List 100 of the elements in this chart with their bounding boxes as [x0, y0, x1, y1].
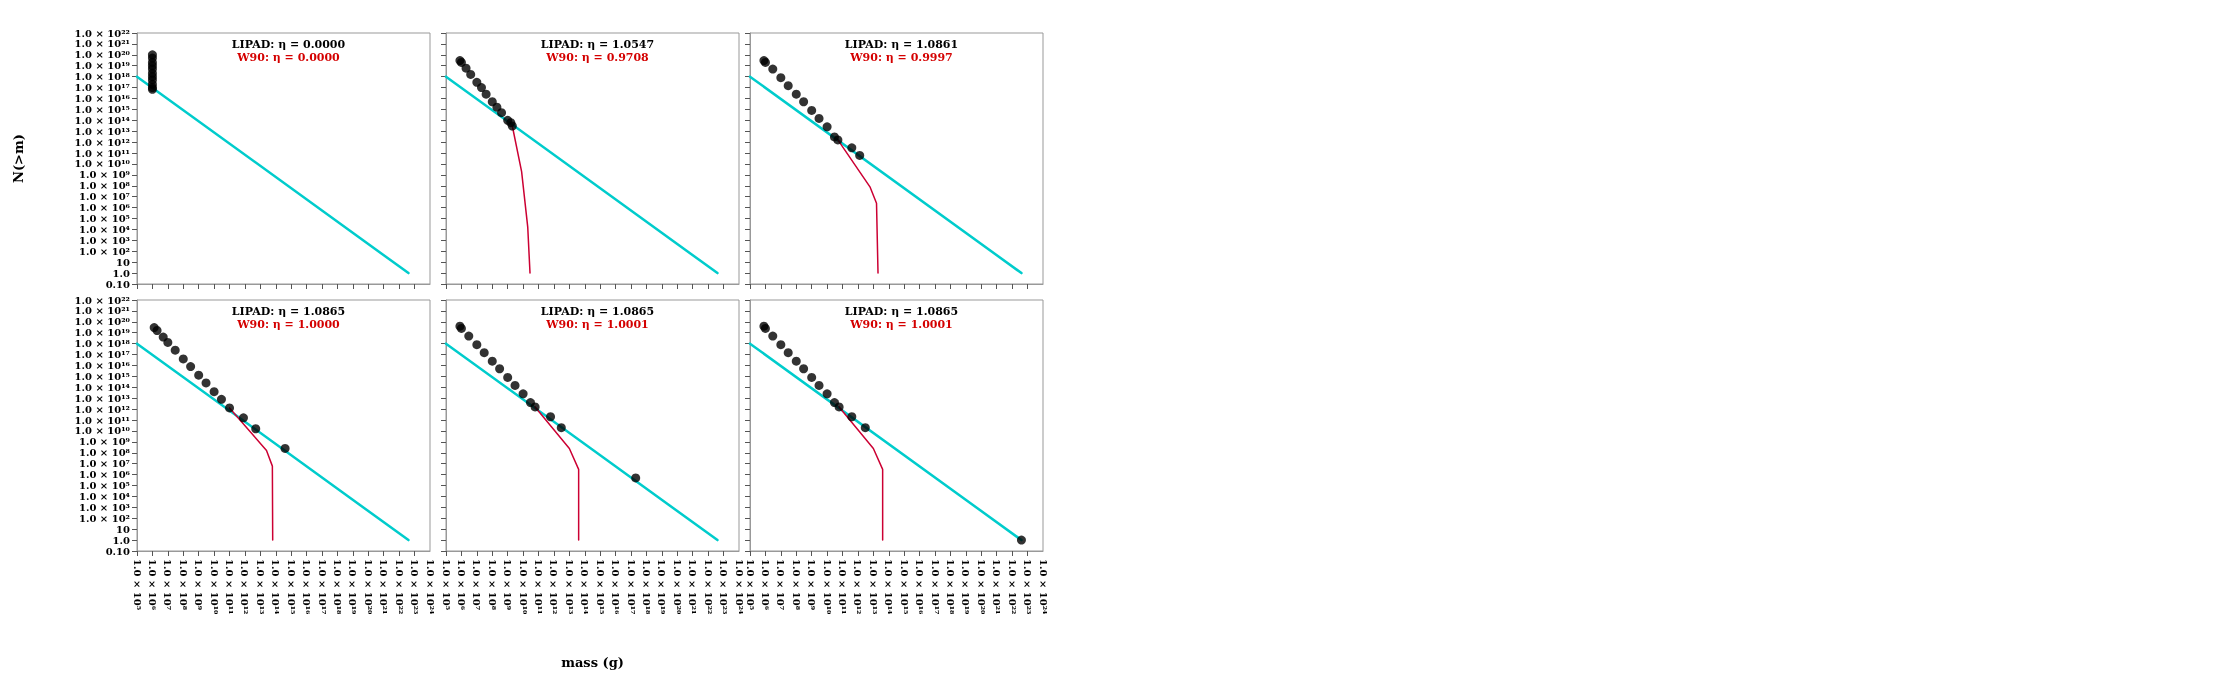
x-tick-label: 1.0 × 10¹⁷ — [929, 559, 941, 615]
x-tick-label: 1.0 × 10¹⁹ — [656, 559, 668, 615]
x-tick-label: 1.0 × 10²⁰ — [362, 559, 374, 616]
y-tick-label: 1.0 × 10² — [78, 245, 130, 257]
x-tick-label: 1.0 × 10²² — [393, 559, 405, 615]
y-tick-label: 10 — [116, 256, 131, 268]
x-tick-label: 1.0 × 10¹⁵ — [594, 559, 606, 615]
y-tick-label: 1.0 × 10⁹ — [78, 436, 130, 448]
text: LIPAD: η = 1.0865 — [231, 305, 346, 318]
y-tick-label: 1.0 × 10²⁰ — [74, 316, 131, 328]
y-tick-label: 1.0 × 10⁶ — [78, 202, 131, 214]
y-tick-label: 1.0 × 10¹² — [74, 403, 130, 415]
y-tick-label: 1.0 × 10¹² — [74, 136, 130, 148]
text: LIPAD: η = 0.0000 — [231, 38, 346, 51]
x-tick-label: 1.0 × 10¹³ — [867, 559, 879, 615]
y-tick-label: 1.0 × 10¹⁴ — [74, 381, 131, 393]
x-tick-label: 1.0 × 10¹⁴ — [579, 559, 591, 616]
y-tick-label: 1.0 × 10¹⁷ — [74, 82, 130, 94]
y-tick-label: 1.0 × 10²² — [74, 27, 130, 39]
y-tick-label: 1.0 × 10¹⁰ — [74, 425, 131, 437]
y-tick-label: 1.0 × 10¹⁶ — [74, 92, 131, 104]
text: W90: η = 1.0001 — [545, 318, 649, 331]
x-tick-label: 1.0 × 10⁸ — [486, 559, 498, 611]
x-tick-label: 1.0 × 10¹⁸ — [640, 559, 652, 616]
x-tick-label: 1.0 × 10²⁴ — [1037, 559, 1049, 616]
x-tick-label: 1.0 × 10¹⁵ — [285, 559, 297, 615]
x-tick-label: 1.0 × 10¹⁶ — [914, 559, 926, 616]
y-tick-label: 1.0 × 10⁴ — [78, 490, 131, 502]
y-tick-label: 1.0 × 10¹⁴ — [74, 114, 131, 126]
y-tick-label: 1.0 × 10⁵ — [78, 480, 130, 492]
x-tick-label: 1.0 × 10²¹ — [991, 559, 1003, 615]
x-tick-label: 1.0 × 10⁹ — [502, 559, 514, 611]
x-tick-label: 1.0 × 10²¹ — [687, 559, 699, 615]
x-tick-label: 1.0 × 10²³ — [1022, 559, 1034, 615]
x-tick-label: 1.0 × 10¹⁵ — [898, 559, 910, 615]
x-tick-label: 1.0 × 10¹¹ — [533, 559, 545, 615]
x-tick-label: 1.0 × 10⁸ — [177, 559, 189, 611]
text: LIPAD: η = 1.0547 — [540, 38, 655, 51]
x-tick-label: 1.0 × 10²³ — [409, 559, 421, 615]
y-tick-label: 1.0 × 10⁸ — [78, 447, 131, 459]
x-tick-label: 1.0 × 10¹⁹ — [347, 559, 359, 615]
x-tick-label: 1.0 × 10¹⁸ — [944, 559, 956, 616]
y-tick-label: 1.0 × 10²⁰ — [74, 49, 131, 61]
x-tick-label: 1.0 × 10⁵ — [744, 559, 756, 611]
x-tick-label: 1.0 × 10¹⁷ — [316, 559, 328, 615]
y-tick-label: 1.0 — [112, 534, 131, 546]
y-tick-label: 1.0 × 10¹⁸ — [74, 338, 131, 350]
y-tick-label: 1.0 × 10¹¹ — [74, 147, 130, 159]
x-tick-label: 1.0 × 10¹⁰ — [517, 559, 529, 616]
x-tick-label: 1.0 × 10¹⁷ — [625, 559, 637, 615]
y-tick-label: 1.0 × 10² — [78, 512, 130, 524]
x-tick-label: 1.0 × 10¹¹ — [837, 559, 849, 615]
x-tick-label: 1.0 × 10¹⁸ — [331, 559, 343, 616]
x-tick-label: 1.0 × 10⁷ — [775, 559, 787, 611]
x-tick-label: 1.0 × 10¹² — [548, 559, 560, 615]
text: W90: η = 1.0000 — [236, 318, 341, 331]
x-tick-label: 1.0 × 10²¹ — [378, 559, 390, 615]
x-tick-label: 1.0 × 10⁸ — [790, 559, 802, 611]
y-tick-label: 1.0 × 10⁴ — [78, 223, 131, 235]
text: LIPAD: η = 1.0865 — [540, 305, 655, 318]
y-tick-label: 0.10 — [105, 278, 131, 290]
x-tick-label: 1.0 × 10¹⁰ — [821, 559, 833, 616]
x-tick-label: 1.0 × 10²⁰ — [975, 559, 987, 616]
y-tick-label: 1.0 × 10¹⁵ — [74, 103, 130, 115]
x-tick-label: 1.0 × 10⁹ — [806, 559, 818, 611]
y-tick-label: 1.0 × 10¹⁹ — [74, 60, 130, 72]
y-tick-label: 1.0 × 10⁷ — [78, 458, 130, 470]
y-tick-label: 1.0 × 10¹⁹ — [74, 327, 130, 339]
x-tick-label: 1.0 × 10¹³ — [563, 559, 575, 615]
y-tick-label: 1.0 × 10³ — [78, 234, 130, 246]
x-tick-label: 1.0 × 10¹⁰ — [208, 559, 220, 616]
y-tick-label: 1.0 × 10²² — [74, 294, 130, 306]
y-tick-label: 1.0 × 10⁵ — [78, 213, 130, 225]
text: W90: η = 1.0001 — [849, 318, 953, 331]
y-tick-label: 1.0 × 10¹⁵ — [74, 370, 130, 382]
x-tick-label: 1.0 × 10²² — [1006, 559, 1018, 615]
x-tick-label: 1.0 × 10¹⁶ — [610, 559, 622, 616]
x-tick-label: 1.0 × 10²³ — [718, 559, 730, 615]
x-tick-label: 1.0 × 10¹² — [239, 559, 251, 615]
y-tick-label: 1.0 × 10¹¹ — [74, 414, 130, 426]
text: W90: η = 0.9997 — [849, 51, 953, 64]
y-tick-label: 1.0 × 10⁸ — [78, 180, 131, 192]
x-tick-label: 1.0 × 10²⁰ — [671, 559, 683, 616]
x-tick-label: 1.0 × 10²⁴ — [424, 559, 436, 616]
x-axis-title: mass (g) — [561, 655, 624, 670]
text: W90: η = 0.0000 — [236, 51, 341, 64]
y-tick-label: 1.0 × 10⁶ — [78, 469, 131, 481]
y-tick-label: 1.0 × 10¹³ — [74, 392, 130, 404]
x-tick-label: 1.0 × 10⁹ — [193, 559, 205, 611]
x-tick-label: 1.0 × 10¹¹ — [224, 559, 236, 615]
y-tick-label: 1.0 × 10¹³ — [74, 125, 130, 137]
x-tick-label: 1.0 × 10¹⁶ — [301, 559, 313, 616]
x-tick-label: 1.0 × 10⁶ — [455, 559, 467, 611]
y-tick-label: 1.0 × 10⁷ — [78, 191, 130, 203]
y-axis-title: N(>m) — [11, 134, 26, 183]
x-tick-label: 1.0 × 10¹³ — [254, 559, 266, 615]
y-tick-label: 1.0 × 10¹⁷ — [74, 349, 130, 361]
text: LIPAD: η = 1.0861 — [844, 38, 959, 51]
x-tick-label: 1.0 × 10²² — [702, 559, 714, 615]
x-tick-label: 1.0 × 10⁷ — [471, 559, 483, 611]
